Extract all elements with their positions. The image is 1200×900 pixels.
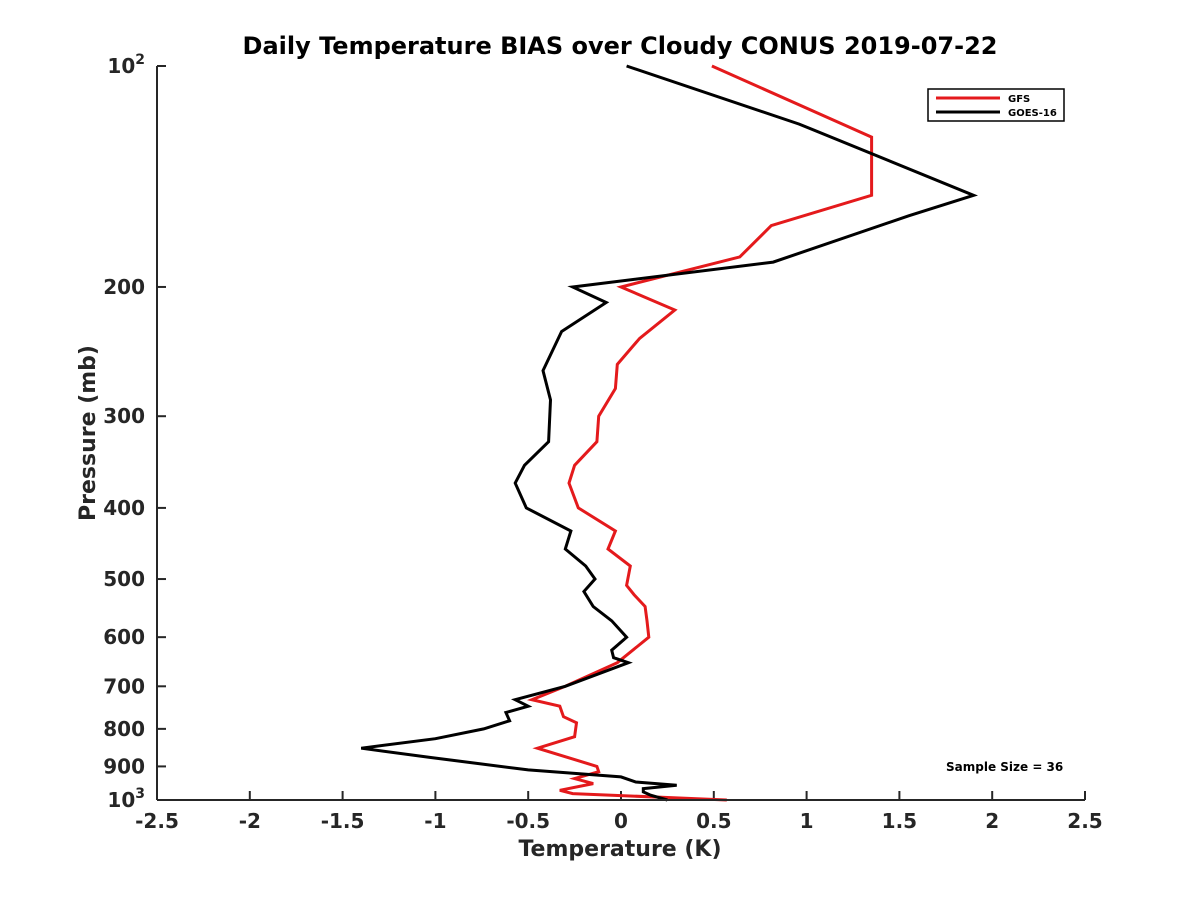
x-tick-label: 2.5	[1067, 809, 1102, 833]
sample-size-annotation: Sample Size = 36	[946, 760, 1063, 774]
y-tick-label: 300	[103, 404, 145, 428]
chart-title: Daily Temperature BIAS over Cloudy CONUS…	[243, 32, 998, 60]
legend-box	[927, 88, 1065, 122]
x-tick-label: -1.5	[321, 809, 365, 833]
y-tick-label: 900	[103, 754, 145, 778]
x-tick-label: -1	[424, 809, 446, 833]
x-tick-label: 0.5	[696, 809, 731, 833]
x-tick-label: -2.5	[135, 809, 179, 833]
y-tick-label: 200	[103, 275, 145, 299]
x-axis-label: Temperature (K)	[518, 837, 721, 862]
legend-entry: GFS	[1008, 94, 1030, 105]
axis-ticks: -2.5 -2 -1.5 -1 -0.5 0 0.5 1 1.5 2 2.5 102 200 300 400…	[103, 52, 1102, 833]
data-lines	[361, 64, 979, 802]
series-line-goes-16	[361, 64, 979, 802]
x-tick-label: 1	[800, 809, 814, 833]
y-axis-label: Pressure (mb)	[76, 345, 101, 521]
x-tick-label: 1.5	[882, 809, 917, 833]
y-tick-label: 400	[103, 496, 145, 520]
x-tick-label: -0.5	[506, 809, 550, 833]
x-tick-label: -2	[239, 809, 261, 833]
y-tick-label: 700	[103, 674, 145, 698]
legend-entry: GOES-16	[1008, 108, 1057, 119]
y-tick-label: 500	[103, 567, 145, 591]
x-tick-label: 2	[985, 809, 999, 833]
y-tick-label: 600	[103, 625, 145, 649]
y-tick-label: 800	[103, 717, 145, 741]
y-tick-label: 103	[107, 786, 145, 812]
x-tick-label: 0	[614, 809, 628, 833]
y-tick-label: 102	[107, 52, 145, 78]
legend: GFS GOES-16	[927, 88, 1065, 122]
series-line-gfs	[526, 64, 874, 802]
axes	[156, 66, 1085, 801]
